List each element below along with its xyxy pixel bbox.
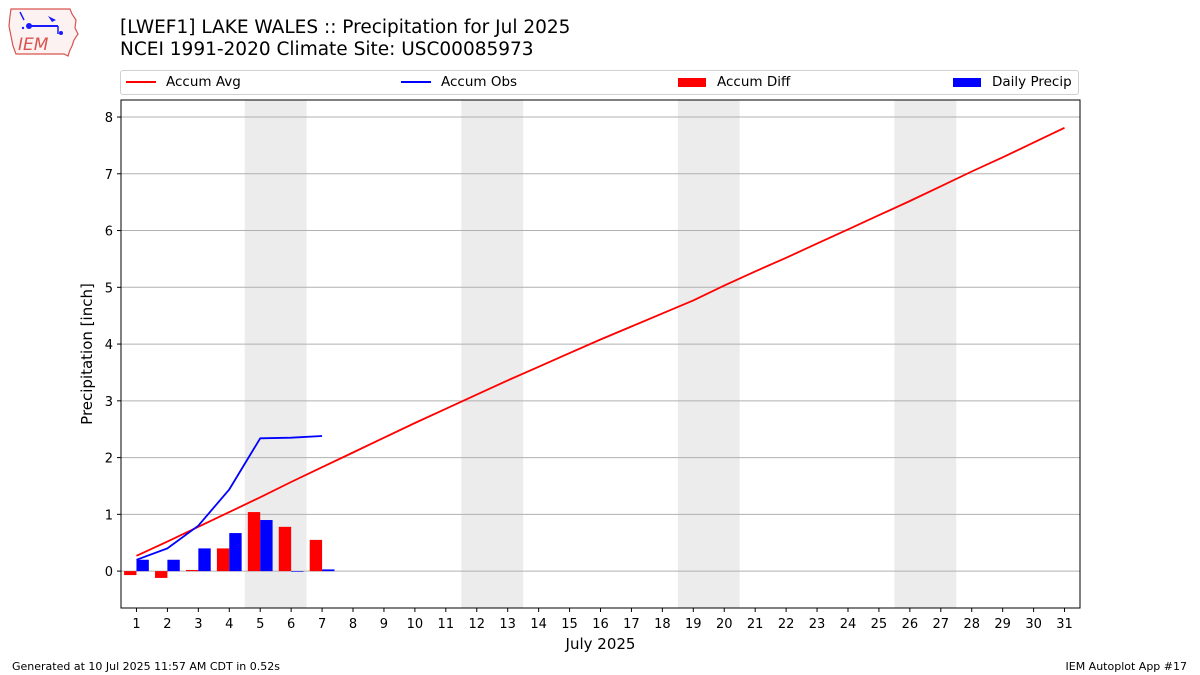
daily-precip-bar	[167, 559, 180, 572]
legend-label-accum-obs: Accum Obs	[441, 74, 518, 90]
legend-swatch-accum-obs	[401, 81, 431, 83]
x-tick-label: 12	[468, 617, 485, 632]
x-tick-label: 27	[933, 617, 950, 632]
x-tick-label: 8	[349, 617, 357, 632]
accum-obs-line	[136, 435, 323, 561]
weekend-band	[244, 100, 307, 608]
iem-logo: IEM	[8, 6, 82, 60]
weekend-band	[894, 100, 957, 608]
y-tick-label: 3	[105, 395, 113, 410]
x-axis-label: July 2025	[565, 635, 636, 653]
x-tick-label: 4	[225, 617, 233, 632]
x-tick-label: 16	[592, 617, 609, 632]
accum-diff-bar	[309, 539, 323, 572]
x-tick-label: 24	[840, 617, 857, 632]
daily-precip-bar	[291, 571, 304, 572]
daily-precip-bar	[260, 520, 273, 572]
x-tick-label: 10	[407, 617, 424, 632]
x-tick-label: 2	[163, 617, 171, 632]
x-tick-label: 17	[623, 617, 640, 632]
legend-swatch-accum-diff	[678, 77, 706, 87]
x-tick-label: 25	[871, 617, 888, 632]
plot-frame	[120, 99, 1081, 609]
x-tick-label: 9	[380, 617, 388, 632]
legend-swatch-daily-precip	[953, 77, 981, 87]
x-tick-label: 20	[716, 617, 733, 632]
legend-swatch-accum-avg	[126, 81, 156, 83]
daily-precip-bar	[229, 533, 242, 572]
x-tick-label: 18	[654, 617, 671, 632]
x-tick-label: 28	[963, 617, 980, 632]
title-line-1: [LWEF1] LAKE WALES :: Precipitation for …	[120, 17, 571, 38]
y-tick-label: 8	[105, 111, 113, 126]
x-tick-label: 26	[902, 617, 919, 632]
x-tick-label: 1	[132, 617, 140, 632]
x-tick-label: 22	[778, 617, 795, 632]
footer-generated: Generated at 10 Jul 2025 11:57 AM CDT in…	[12, 660, 280, 673]
y-tick-label: 4	[105, 338, 113, 353]
legend-item-accum-obs: Accum Obs	[401, 74, 517, 90]
daily-precip-bar	[136, 559, 149, 572]
x-tick-label: 19	[685, 617, 702, 632]
accum-diff-bar	[247, 512, 261, 572]
legend-label-accum-avg: Accum Avg	[166, 74, 241, 90]
legend-label-accum-diff: Accum Diff	[717, 74, 791, 90]
x-tick-label: 23	[809, 617, 826, 632]
x-tick-label: 5	[256, 617, 264, 632]
title-line-2: NCEI 1991-2020 Climate Site: USC00085973	[120, 39, 534, 60]
accum-diff-bar	[124, 571, 137, 576]
y-tick-label: 0	[105, 565, 113, 580]
y-tick-label: 6	[105, 225, 113, 240]
x-tick-label: 13	[499, 617, 516, 632]
accum-diff-bar	[185, 569, 199, 572]
y-tick-label: 5	[105, 281, 113, 296]
x-tick-label: 21	[747, 617, 764, 632]
legend-item-daily-precip: Daily Precip	[953, 74, 1072, 90]
x-tick-label: 31	[1056, 617, 1073, 632]
footer-app: IEM Autoplot App #17	[1065, 660, 1188, 673]
weekend-band	[461, 100, 524, 608]
daily-precip-bar	[198, 548, 211, 572]
legend-item-accum-diff: Accum Diff	[678, 74, 790, 90]
legend-label-daily-precip: Daily Precip	[992, 74, 1072, 90]
x-tick-label: 6	[287, 617, 295, 632]
accum-diff-bar	[216, 548, 230, 572]
y-tick-label: 1	[105, 508, 113, 523]
x-tick-label: 7	[318, 617, 326, 632]
y-tick-label: 7	[105, 168, 113, 183]
accum-diff-bar	[278, 526, 292, 572]
legend: Accum Avg Accum Obs Accum Diff Daily Pre…	[120, 70, 1079, 95]
accum-avg-line	[136, 126, 1065, 557]
weekend-band	[677, 100, 740, 608]
y-tick-label: 2	[105, 452, 113, 467]
x-tick-label: 30	[1025, 617, 1042, 632]
x-tick-label: 29	[994, 617, 1011, 632]
accum-diff-bar	[155, 571, 168, 578]
daily-precip-bar	[322, 569, 335, 572]
logo-text: IEM	[18, 35, 49, 55]
x-tick-label: 14	[530, 617, 547, 632]
x-tick-label: 3	[194, 617, 202, 632]
x-tick-label: 15	[561, 617, 578, 632]
chart-title: [LWEF1] LAKE WALES :: Precipitation for …	[120, 17, 570, 61]
x-tick-label: 11	[438, 617, 455, 632]
y-axis-label: Precipitation [inch]	[78, 283, 96, 425]
legend-item-accum-avg: Accum Avg	[126, 74, 241, 90]
